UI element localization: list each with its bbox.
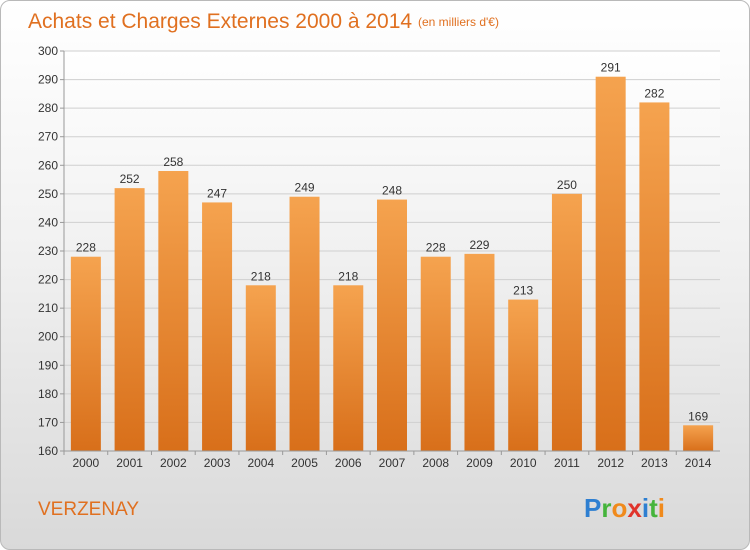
chart-title: Achats et Charges Externes 2000 à 2014 bbox=[28, 10, 412, 33]
x-tick-label-2001: 2001 bbox=[116, 456, 143, 470]
y-tick-label: 210 bbox=[38, 301, 58, 315]
bar-2003 bbox=[202, 202, 233, 451]
logo-letter: t bbox=[649, 493, 658, 523]
bar-2008 bbox=[420, 256, 451, 451]
value-label-2008: 228 bbox=[426, 241, 446, 255]
y-tick-label: 290 bbox=[38, 73, 58, 87]
y-tick-label: 190 bbox=[38, 358, 58, 372]
y-tick-label: 180 bbox=[38, 387, 58, 401]
bar-2009 bbox=[464, 253, 495, 451]
bars bbox=[70, 76, 714, 451]
bar-2000 bbox=[70, 256, 101, 451]
x-tick-label-2007: 2007 bbox=[379, 456, 406, 470]
logo-wordmark: Proxiti bbox=[584, 493, 665, 523]
value-label-2011: 250 bbox=[557, 178, 577, 192]
bar-2013 bbox=[639, 102, 670, 451]
y-tick-label: 270 bbox=[38, 130, 58, 144]
bar-2005 bbox=[289, 196, 320, 451]
value-label-2000: 228 bbox=[76, 241, 96, 255]
place-name: VERZENAY bbox=[38, 499, 139, 520]
value-label-2014: 169 bbox=[688, 409, 708, 423]
x-tick-label-2006: 2006 bbox=[335, 456, 362, 470]
bar-2012 bbox=[595, 76, 626, 451]
y-axis-ticks: 160 170 180 190 200 210 220 230 240 250 260 270 280 2… bbox=[38, 44, 64, 458]
bar-2011 bbox=[551, 193, 582, 451]
bar-2001 bbox=[114, 188, 145, 451]
x-tick-label-2008: 2008 bbox=[422, 456, 449, 470]
value-label-2005: 249 bbox=[295, 181, 315, 195]
x-tick-label-2013: 2013 bbox=[641, 456, 668, 470]
value-label-2004: 218 bbox=[251, 269, 271, 283]
bar-2007 bbox=[377, 199, 407, 451]
y-tick-label: 220 bbox=[38, 273, 58, 287]
y-tick-label: 160 bbox=[38, 444, 58, 458]
value-labels: 228 252 258 247 218 249 218 248 228 229 213 250 291 2… bbox=[76, 61, 709, 424]
y-tick-label: 170 bbox=[38, 415, 58, 429]
y-tick-label: 250 bbox=[38, 187, 58, 201]
x-tick-label-2011: 2011 bbox=[554, 456, 580, 470]
proxiti-logo: Proxiti bbox=[584, 493, 665, 523]
x-tick-label-2005: 2005 bbox=[291, 456, 318, 470]
logo-letter: i bbox=[642, 493, 649, 523]
value-label-2006: 218 bbox=[338, 269, 358, 283]
y-tick-label: 280 bbox=[38, 101, 58, 115]
bar-2006 bbox=[333, 285, 364, 451]
y-tick-label: 300 bbox=[38, 44, 58, 58]
value-label-2003: 247 bbox=[207, 186, 227, 200]
bar-2014 bbox=[683, 425, 714, 451]
bar-2004 bbox=[245, 285, 276, 451]
x-tick-label-2004: 2004 bbox=[247, 456, 274, 470]
y-tick-label: 260 bbox=[38, 158, 58, 172]
x-axis-ticks: 2000 2001 2002 2003 2004 2005 2006 2007 2008 2009… bbox=[63, 451, 712, 470]
logo-letter: r bbox=[601, 493, 611, 523]
value-label-2012: 291 bbox=[601, 61, 621, 75]
value-label-2007: 248 bbox=[382, 184, 402, 198]
bar-2002 bbox=[158, 171, 189, 451]
chart-subtitle: (en milliers d'€) bbox=[418, 15, 499, 29]
x-tick-label-2009: 2009 bbox=[466, 456, 493, 470]
y-tick-label: 230 bbox=[38, 244, 58, 258]
x-tick-label-2010: 2010 bbox=[510, 456, 537, 470]
value-label-2013: 282 bbox=[644, 86, 664, 100]
x-tick-label-2014: 2014 bbox=[685, 456, 712, 470]
logo-letter: P bbox=[584, 493, 601, 523]
x-tick-label-2000: 2000 bbox=[73, 456, 100, 470]
value-label-2009: 229 bbox=[469, 238, 489, 252]
y-tick-label: 240 bbox=[38, 215, 58, 229]
bar-2010 bbox=[508, 299, 539, 451]
x-tick-label-2003: 2003 bbox=[204, 456, 231, 470]
value-label-2001: 252 bbox=[120, 172, 140, 186]
value-label-2002: 258 bbox=[163, 155, 183, 169]
x-tick-label-2002: 2002 bbox=[160, 456, 187, 470]
logo-letter: i bbox=[658, 493, 665, 523]
x-tick-label-2012: 2012 bbox=[597, 456, 624, 470]
logo-letter: x bbox=[627, 493, 642, 523]
value-label-2010: 213 bbox=[513, 284, 533, 298]
logo-letter: o bbox=[611, 493, 627, 523]
y-tick-label: 200 bbox=[38, 330, 58, 344]
